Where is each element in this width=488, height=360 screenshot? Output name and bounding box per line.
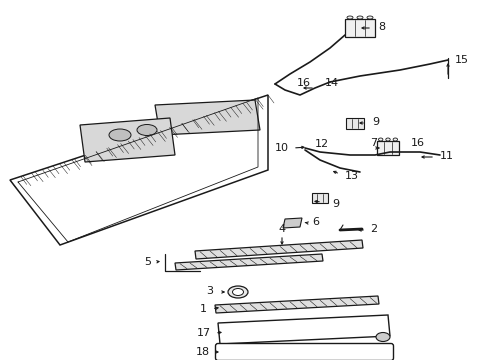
Text: 13: 13 xyxy=(345,171,358,181)
Text: 17: 17 xyxy=(197,328,211,338)
Text: 11: 11 xyxy=(439,151,453,161)
Ellipse shape xyxy=(356,16,362,19)
Text: 7: 7 xyxy=(370,138,377,148)
Polygon shape xyxy=(155,100,260,135)
Ellipse shape xyxy=(137,125,157,135)
Polygon shape xyxy=(215,296,378,313)
Polygon shape xyxy=(283,218,302,228)
Polygon shape xyxy=(80,118,175,162)
Text: 4: 4 xyxy=(278,224,285,234)
FancyBboxPatch shape xyxy=(215,343,393,360)
Ellipse shape xyxy=(232,288,243,296)
FancyBboxPatch shape xyxy=(376,141,398,155)
Ellipse shape xyxy=(375,333,389,342)
Text: 8: 8 xyxy=(378,22,385,32)
Polygon shape xyxy=(195,240,362,259)
Text: 15: 15 xyxy=(454,55,468,65)
Text: 9: 9 xyxy=(332,199,339,209)
Text: 18: 18 xyxy=(196,347,210,357)
Text: 9: 9 xyxy=(372,117,379,127)
Ellipse shape xyxy=(385,138,389,141)
Ellipse shape xyxy=(346,16,352,19)
Ellipse shape xyxy=(109,129,131,141)
Text: 14: 14 xyxy=(324,78,338,88)
Text: 3: 3 xyxy=(206,286,213,296)
FancyBboxPatch shape xyxy=(346,117,363,129)
Ellipse shape xyxy=(366,16,372,19)
Text: 16: 16 xyxy=(410,138,424,148)
Text: 1: 1 xyxy=(199,304,206,314)
FancyBboxPatch shape xyxy=(311,193,327,203)
Text: 5: 5 xyxy=(144,257,151,267)
Text: 10: 10 xyxy=(274,143,288,153)
Ellipse shape xyxy=(227,286,247,298)
Text: 2: 2 xyxy=(370,224,377,234)
Polygon shape xyxy=(175,254,323,270)
Text: 6: 6 xyxy=(312,217,319,227)
Ellipse shape xyxy=(378,138,382,141)
FancyBboxPatch shape xyxy=(345,19,374,37)
Text: 12: 12 xyxy=(314,139,328,149)
Text: 16: 16 xyxy=(296,78,310,88)
Ellipse shape xyxy=(392,138,397,141)
